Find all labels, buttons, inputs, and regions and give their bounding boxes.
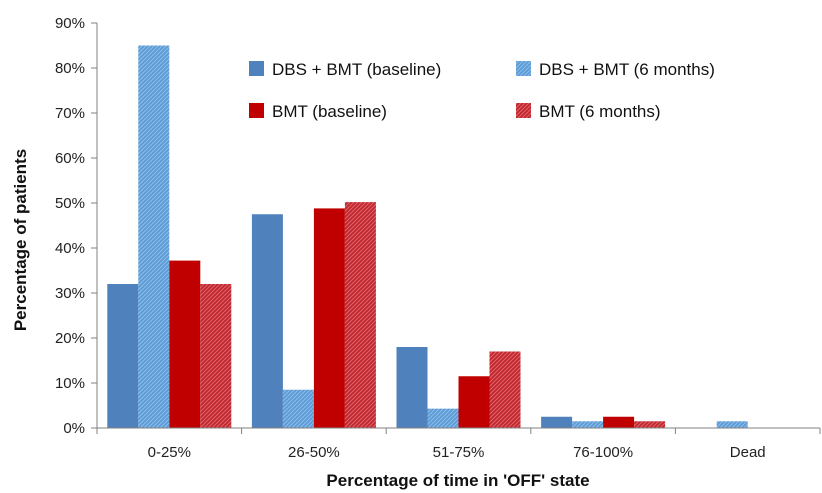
x-axis-title: Percentage of time in 'OFF' state	[326, 471, 589, 490]
bar-dbs-bmt-baseline	[107, 284, 139, 428]
legend-label-bmt-6-months: BMT (6 months)	[539, 102, 661, 121]
bars	[107, 45, 748, 428]
bar-dbs-bmt-baseline	[396, 347, 428, 428]
bar-dbs-bmt-6-months	[282, 389, 314, 428]
y-tick-label: 40%	[55, 240, 85, 257]
x-tick-label: 76-100%	[573, 444, 633, 461]
y-tick-label: 30%	[55, 285, 85, 302]
y-tick-label: 50%	[55, 195, 85, 212]
legend-swatch-dbs-bmt-baseline	[249, 61, 264, 76]
bar-bmt-6-months	[634, 421, 666, 428]
x-axis: 0-25% 26-50% 51-75% 76-100% Dead	[96, 427, 821, 461]
legend-swatch-dbs-bmt-6-months	[516, 61, 531, 76]
bar-bmt-baseline	[458, 376, 490, 428]
y-axis: 0% 10% 20% 30% 40% 50% 60% 70% 80% 90%	[55, 15, 98, 437]
bar-dbs-bmt-6-months	[572, 421, 604, 428]
bar-dbs-bmt-baseline	[251, 214, 283, 428]
legend-swatch-bmt-6-months	[516, 103, 531, 118]
legend-label-bmt-baseline: BMT (baseline)	[272, 102, 387, 121]
bar-dbs-bmt-6-months	[427, 408, 459, 428]
bar-dbs-bmt-6-months	[138, 45, 170, 428]
x-tick-label: 51-75%	[433, 444, 485, 461]
y-tick-label: 90%	[55, 15, 85, 32]
bar-dbs-bmt-baseline	[541, 416, 573, 428]
y-axis-title: Percentage of patients	[11, 149, 30, 331]
y-tick-label: 80%	[55, 60, 85, 77]
x-tick-label: Dead	[730, 444, 766, 461]
bar-bmt-baseline	[169, 260, 201, 428]
y-tick-label: 60%	[55, 150, 85, 167]
y-tick-label: 0%	[63, 420, 85, 437]
y-tick-label: 20%	[55, 330, 85, 347]
y-tick-label: 10%	[55, 375, 85, 392]
x-tick-label: 0-25%	[148, 444, 191, 461]
x-tick-label: 26-50%	[288, 444, 340, 461]
bar-bmt-baseline	[313, 208, 345, 428]
legend-label-dbs-bmt-6-months: DBS + BMT (6 months)	[539, 60, 715, 79]
bar-bmt-6-months	[200, 284, 232, 428]
legend: DBS + BMT (baseline) DBS + BMT (6 months)…	[249, 60, 715, 121]
bar-bmt-6-months	[344, 202, 376, 428]
bar-bmt-6-months	[489, 351, 521, 428]
bar-bmt-baseline	[603, 416, 635, 428]
legend-label-dbs-bmt-baseline: DBS + BMT (baseline)	[272, 60, 441, 79]
y-tick-label: 70%	[55, 105, 85, 122]
bar-dbs-bmt-6-months	[716, 421, 748, 428]
legend-swatch-bmt-baseline	[249, 103, 264, 118]
